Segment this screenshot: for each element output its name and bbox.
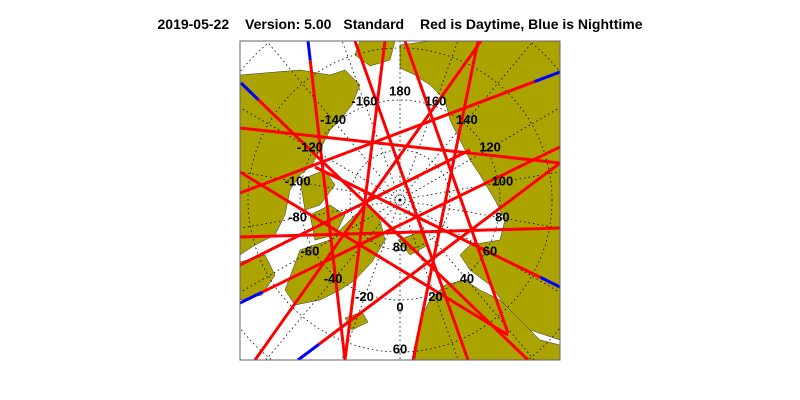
daytime-track	[343, 41, 387, 360]
meridian-line	[266, 41, 401, 201]
longitude-label: 140	[456, 112, 478, 127]
longitude-label: -20	[355, 289, 374, 304]
meridian-line	[341, 41, 401, 201]
meridian-line	[399, 41, 459, 201]
daytime-track	[308, 59, 347, 360]
longitude-label: 100	[492, 173, 514, 188]
latitude-circle	[349, 149, 451, 251]
longitude-label: -80	[288, 209, 307, 224]
longitude-label: -60	[301, 243, 320, 258]
nighttime-track	[306, 41, 312, 61]
daytime-track	[240, 170, 509, 337]
meridian-line	[240, 199, 401, 293]
longitude-label: 20	[428, 289, 442, 304]
nighttime-track	[240, 290, 264, 305]
longitude-label: -120	[297, 139, 323, 154]
longitude-label: 0	[396, 299, 403, 314]
daytime-track	[240, 148, 471, 267]
meridian-line	[399, 199, 459, 360]
meridian-line	[265, 199, 401, 360]
meridian-line	[240, 199, 401, 229]
longitude-label: 160	[425, 94, 447, 109]
longitude-label: -100	[285, 173, 311, 188]
daytime-track	[403, 41, 510, 334]
meridian-line	[399, 107, 560, 201]
longitude-label: -160	[351, 94, 377, 109]
meridian-line	[399, 41, 534, 201]
nighttime-track	[539, 276, 560, 289]
daytime-track	[318, 161, 560, 346]
longitude-label: 120	[479, 139, 501, 154]
longitude-label: 60	[483, 243, 497, 258]
latitude-label: 80	[393, 239, 407, 254]
latitude-circle	[240, 42, 269, 72]
meridian-line	[399, 199, 560, 229]
meridian-line	[399, 199, 560, 293]
longitude-label: 40	[460, 271, 474, 286]
meridian-line	[240, 107, 401, 201]
map-frame	[239, 40, 561, 361]
meridian-line	[399, 199, 535, 360]
daytime-track	[353, 41, 470, 360]
daytime-track	[240, 80, 535, 195]
map-title: 2019-05-22 Version: 5.00 Standard Red is …	[0, 16, 800, 32]
longitude-label: -40	[324, 271, 343, 286]
nighttime-track	[240, 81, 260, 101]
product-label: Standard	[343, 16, 405, 32]
daytime-track	[314, 165, 542, 279]
daytime-track	[240, 226, 560, 239]
longitude-label: 80	[495, 209, 509, 224]
latitude-circle	[247, 47, 553, 353]
satellite-tracks	[240, 41, 560, 360]
legend-text: Red is Daytime, Blue is Nighttime	[419, 16, 643, 32]
date-label: 2019-05-22	[157, 16, 230, 32]
longitude-label: 180	[389, 83, 411, 98]
version-label: Version: 5.00	[245, 16, 332, 32]
nighttime-track	[533, 70, 560, 84]
daytime-track	[411, 41, 480, 360]
longitude-label: -140	[320, 112, 346, 127]
daytime-track	[261, 145, 560, 294]
latitude-circle	[531, 42, 560, 72]
latitude-label: 60	[393, 341, 407, 356]
nighttime-track	[297, 343, 320, 360]
